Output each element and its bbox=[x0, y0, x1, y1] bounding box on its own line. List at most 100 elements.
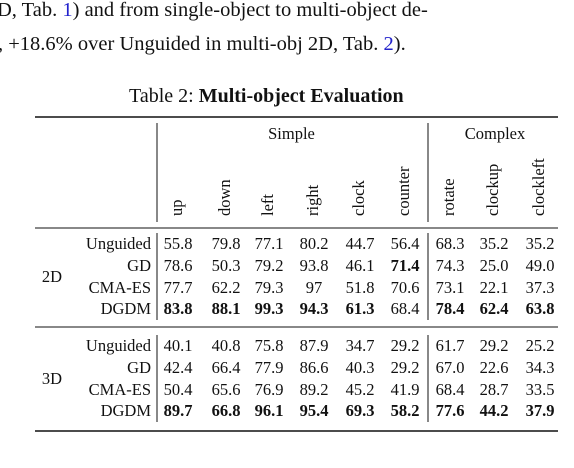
table-cell: 49.0 bbox=[525, 255, 555, 275]
table-cell: 93.8 bbox=[299, 255, 329, 275]
column-header: left bbox=[258, 194, 277, 216]
text-span: ). bbox=[393, 33, 406, 55]
table-cell: 80.2 bbox=[299, 233, 329, 253]
table-cell: 66.4 bbox=[211, 357, 241, 377]
table-cell: 74.3 bbox=[435, 255, 465, 275]
table-cell: 88.1 bbox=[211, 299, 241, 319]
table-cell: 50.3 bbox=[211, 255, 241, 275]
table-cell: 61.3 bbox=[345, 299, 375, 319]
table-cell: 99.3 bbox=[254, 299, 284, 319]
table-cell: 28.7 bbox=[479, 379, 509, 399]
column-header: up bbox=[167, 199, 186, 217]
group-header: Complex bbox=[464, 123, 526, 143]
table-cell: 97 bbox=[305, 277, 323, 297]
table-cell: 40.1 bbox=[163, 335, 193, 355]
table-cell: 42.4 bbox=[163, 357, 193, 377]
column-header: right bbox=[303, 184, 322, 216]
table-cell: 71.4 bbox=[390, 255, 420, 275]
table-cell: 45.2 bbox=[345, 379, 375, 399]
table-cell: 67.0 bbox=[435, 357, 465, 377]
table-cell: 58.2 bbox=[390, 401, 420, 421]
table-cell: 25.0 bbox=[479, 255, 509, 275]
table-cell: 55.8 bbox=[163, 233, 193, 253]
caption-title: Multi-object Evaluation bbox=[198, 85, 404, 107]
table-cell: 62.4 bbox=[479, 299, 509, 319]
text-span: ) and from single-object to multi-object… bbox=[72, 0, 428, 21]
table-cell: 95.4 bbox=[299, 401, 329, 421]
caption-label: Table 2: bbox=[129, 85, 194, 107]
table-cell: 96.1 bbox=[254, 401, 284, 421]
table-cell: 77.6 bbox=[435, 401, 465, 421]
table-cell: 34.7 bbox=[345, 335, 375, 355]
table-cell: 69.3 bbox=[345, 401, 375, 421]
table-cell: 51.8 bbox=[345, 277, 375, 297]
table-cell: 41.9 bbox=[390, 379, 420, 399]
text-line: , +18.6% over Unguided in multi-obj 2D, … bbox=[0, 34, 406, 55]
row-label: GD bbox=[127, 255, 151, 275]
table-cell: 29.2 bbox=[479, 335, 509, 355]
table-cell: 86.6 bbox=[299, 357, 329, 377]
group-header: Simple bbox=[268, 123, 315, 143]
table-cell: 70.6 bbox=[390, 277, 420, 297]
row-label: DGDM bbox=[100, 299, 151, 319]
table-cell: 89.7 bbox=[163, 401, 193, 421]
table-cell: 50.4 bbox=[163, 379, 193, 399]
table-cell: 40.3 bbox=[345, 357, 375, 377]
table-cell: 56.4 bbox=[390, 233, 420, 253]
table-cell: 61.7 bbox=[435, 335, 465, 355]
column-header: rotate bbox=[439, 178, 458, 216]
section-label: 2D bbox=[41, 266, 63, 286]
table-cell: 79.2 bbox=[254, 255, 284, 275]
table-cell: 46.1 bbox=[345, 255, 375, 275]
table-cell: 79.3 bbox=[254, 277, 284, 297]
table-cell: 73.1 bbox=[435, 277, 465, 297]
column-header: counter bbox=[394, 166, 413, 216]
row-label: DGDM bbox=[100, 401, 151, 421]
column-header: down bbox=[215, 179, 234, 216]
table-cell: 29.2 bbox=[390, 357, 420, 377]
table-cell: 65.6 bbox=[211, 379, 241, 399]
row-label: Unguided bbox=[85, 335, 151, 355]
column-header: clockleft bbox=[529, 158, 548, 216]
table-cell: 35.2 bbox=[479, 233, 509, 253]
text-span: , +18.6% over Unguided in multi-obj 2D, … bbox=[0, 33, 384, 55]
reference-link[interactable]: 1 bbox=[62, 0, 73, 21]
row-label: GD bbox=[127, 357, 151, 377]
table-cell: 83.8 bbox=[163, 299, 193, 319]
table-cell: 87.9 bbox=[299, 335, 329, 355]
column-header: clockup bbox=[483, 163, 502, 216]
table-cell: 79.8 bbox=[211, 233, 241, 253]
table-cell: 62.2 bbox=[211, 277, 241, 297]
table-cell: 44.7 bbox=[345, 233, 375, 253]
table-cell: 75.8 bbox=[254, 335, 284, 355]
table-cell: 77.9 bbox=[254, 357, 284, 377]
table-cell: 25.2 bbox=[525, 335, 555, 355]
table-cell: 63.8 bbox=[525, 299, 555, 319]
reference-link[interactable]: 2 bbox=[383, 33, 394, 55]
section-label: 3D bbox=[41, 368, 63, 388]
row-label: CMA-ES bbox=[88, 379, 151, 399]
text-span: D, Tab. bbox=[0, 0, 63, 21]
table-cell: 37.3 bbox=[525, 277, 555, 297]
table-cell: 35.2 bbox=[525, 233, 555, 253]
table-cell: 44.2 bbox=[479, 401, 509, 421]
table-cell: 94.3 bbox=[299, 299, 329, 319]
table-cell: 68.4 bbox=[435, 379, 465, 399]
table-cell: 37.9 bbox=[525, 401, 555, 421]
table-cell: 78.4 bbox=[435, 299, 465, 319]
column-header: clock bbox=[349, 180, 368, 216]
text-line: D, Tab. 1) and from single-object to mul… bbox=[0, 0, 428, 21]
table-cell: 77.1 bbox=[254, 233, 284, 253]
table-cell: 76.9 bbox=[254, 379, 284, 399]
table-cell: 22.1 bbox=[479, 277, 509, 297]
table-cell: 78.6 bbox=[163, 255, 193, 275]
table-cell: 22.6 bbox=[479, 357, 509, 377]
table-cell: 89.2 bbox=[299, 379, 329, 399]
table-caption: Table 2: Multi-object Evaluation bbox=[129, 86, 404, 106]
row-label: Unguided bbox=[85, 233, 151, 253]
table-cell: 68.3 bbox=[435, 233, 465, 253]
table-cell: 40.8 bbox=[211, 335, 241, 355]
table-cell: 29.2 bbox=[390, 335, 420, 355]
